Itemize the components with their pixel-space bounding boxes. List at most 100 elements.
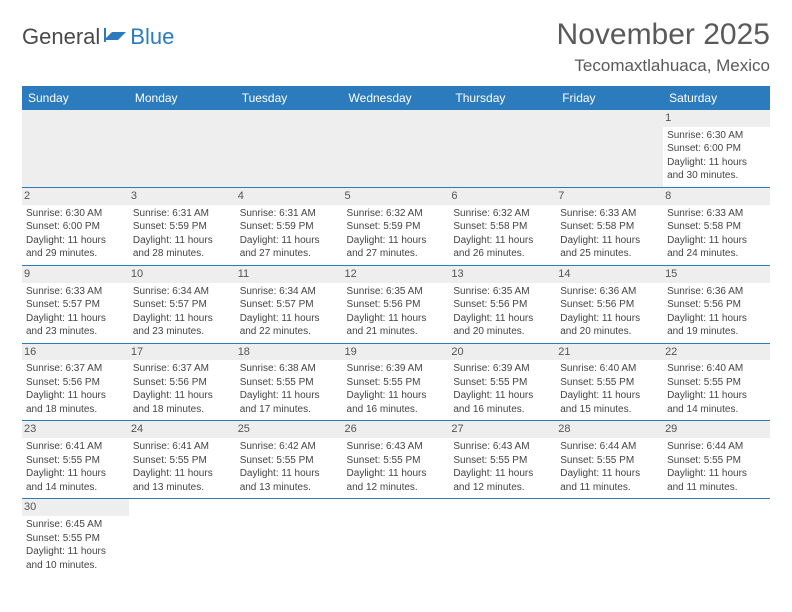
day-number: 15 (663, 266, 770, 283)
day-info-line: and 14 minutes. (26, 481, 125, 495)
day-info-line: and 18 minutes. (26, 403, 125, 417)
day-info-line: Sunrise: 6:36 AM (667, 285, 766, 299)
day-info-line: Sunrise: 6:39 AM (347, 362, 446, 376)
day-info-line: Sunset: 5:56 PM (453, 298, 552, 312)
day-number: 3 (129, 188, 236, 205)
day-number: 19 (343, 344, 450, 361)
day-number: 26 (343, 421, 450, 438)
day-info-line: Sunset: 5:58 PM (453, 220, 552, 234)
day-info-line: Daylight: 11 hours (667, 234, 766, 248)
calendar-day: 22Sunrise: 6:40 AMSunset: 5:55 PMDayligh… (663, 343, 770, 421)
day-header: Thursday (449, 86, 556, 110)
calendar-empty (449, 499, 556, 576)
day-info-line: Daylight: 11 hours (453, 234, 552, 248)
month-title: November 2025 (557, 18, 770, 52)
calendar-day: 20Sunrise: 6:39 AMSunset: 5:55 PMDayligh… (449, 343, 556, 421)
day-info-line: and 20 minutes. (453, 325, 552, 339)
day-info-line: Sunrise: 6:39 AM (453, 362, 552, 376)
calendar-empty (22, 110, 129, 187)
calendar-day: 30Sunrise: 6:45 AMSunset: 5:55 PMDayligh… (22, 499, 129, 576)
day-info-line: and 29 minutes. (26, 247, 125, 261)
calendar-day: 15Sunrise: 6:36 AMSunset: 5:56 PMDayligh… (663, 265, 770, 343)
day-info-line: Sunrise: 6:43 AM (347, 440, 446, 454)
day-info-line: Sunrise: 6:32 AM (347, 207, 446, 221)
flag-icon (104, 26, 126, 49)
day-info-line: Sunset: 5:56 PM (26, 376, 125, 390)
calendar-day: 12Sunrise: 6:35 AMSunset: 5:56 PMDayligh… (343, 265, 450, 343)
day-number: 1 (663, 110, 770, 127)
day-info-line: and 13 minutes. (133, 481, 232, 495)
day-info-line: Sunrise: 6:30 AM (26, 207, 125, 221)
day-number: 9 (22, 266, 129, 283)
calendar-day: 4Sunrise: 6:31 AMSunset: 5:59 PMDaylight… (236, 187, 343, 265)
day-info-line: Sunrise: 6:33 AM (26, 285, 125, 299)
logo-word-blue: Blue (130, 24, 174, 50)
calendar-day: 17Sunrise: 6:37 AMSunset: 5:56 PMDayligh… (129, 343, 236, 421)
day-info-line: Sunrise: 6:45 AM (26, 518, 125, 532)
day-info-line: and 25 minutes. (560, 247, 659, 261)
calendar-day: 5Sunrise: 6:32 AMSunset: 5:59 PMDaylight… (343, 187, 450, 265)
calendar-day: 16Sunrise: 6:37 AMSunset: 5:56 PMDayligh… (22, 343, 129, 421)
day-info-line: Sunrise: 6:42 AM (240, 440, 339, 454)
day-info-line: Daylight: 11 hours (133, 312, 232, 326)
day-info-line: Sunrise: 6:37 AM (133, 362, 232, 376)
day-info-line: and 15 minutes. (560, 403, 659, 417)
day-info-line: Sunset: 5:59 PM (133, 220, 232, 234)
day-info-line: Daylight: 11 hours (667, 312, 766, 326)
title-block: November 2025 Tecomaxtlahuaca, Mexico (557, 18, 770, 76)
day-info-line: and 20 minutes. (560, 325, 659, 339)
day-info-line: Daylight: 11 hours (26, 545, 125, 559)
calendar-day: 25Sunrise: 6:42 AMSunset: 5:55 PMDayligh… (236, 421, 343, 499)
day-info-line: and 10 minutes. (26, 559, 125, 573)
day-info-line: Sunrise: 6:44 AM (667, 440, 766, 454)
day-info-line: and 21 minutes. (347, 325, 446, 339)
day-info-line: Sunset: 5:57 PM (240, 298, 339, 312)
logo: General Blue (22, 24, 174, 50)
calendar-day: 29Sunrise: 6:44 AMSunset: 5:55 PMDayligh… (663, 421, 770, 499)
calendar-empty (343, 499, 450, 576)
day-info-line: Daylight: 11 hours (453, 312, 552, 326)
day-info-line: Daylight: 11 hours (560, 467, 659, 481)
day-info-line: Daylight: 11 hours (347, 467, 446, 481)
day-info-line: Daylight: 11 hours (26, 467, 125, 481)
day-info-line: Sunset: 5:55 PM (26, 454, 125, 468)
day-number: 16 (22, 344, 129, 361)
day-info-line: Sunset: 5:55 PM (347, 376, 446, 390)
calendar-week: 30Sunrise: 6:45 AMSunset: 5:55 PMDayligh… (22, 499, 770, 576)
calendar-week: 2Sunrise: 6:30 AMSunset: 6:00 PMDaylight… (22, 187, 770, 265)
day-number: 11 (236, 266, 343, 283)
day-info-line: Sunset: 5:55 PM (240, 454, 339, 468)
calendar-day: 28Sunrise: 6:44 AMSunset: 5:55 PMDayligh… (556, 421, 663, 499)
day-info-line: Sunrise: 6:38 AM (240, 362, 339, 376)
day-info-line: Daylight: 11 hours (560, 389, 659, 403)
day-number: 4 (236, 188, 343, 205)
day-header: Saturday (663, 86, 770, 110)
day-info-line: Sunset: 5:57 PM (26, 298, 125, 312)
calendar-day: 24Sunrise: 6:41 AMSunset: 5:55 PMDayligh… (129, 421, 236, 499)
day-info-line: Daylight: 11 hours (133, 467, 232, 481)
calendar-empty (129, 499, 236, 576)
day-info-line: Daylight: 11 hours (347, 312, 446, 326)
day-header: Sunday (22, 86, 129, 110)
day-info-line: and 17 minutes. (240, 403, 339, 417)
calendar-day: 2Sunrise: 6:30 AMSunset: 6:00 PMDaylight… (22, 187, 129, 265)
day-info-line: and 16 minutes. (347, 403, 446, 417)
calendar-table: SundayMondayTuesdayWednesdayThursdayFrid… (22, 86, 770, 576)
day-info-line: Sunrise: 6:44 AM (560, 440, 659, 454)
day-info-line: Daylight: 11 hours (26, 234, 125, 248)
day-info-line: Sunrise: 6:35 AM (453, 285, 552, 299)
calendar-empty (663, 499, 770, 576)
calendar-empty (236, 110, 343, 187)
calendar-empty (236, 499, 343, 576)
day-info-line: Sunrise: 6:40 AM (560, 362, 659, 376)
day-info-line: Sunrise: 6:43 AM (453, 440, 552, 454)
day-info-line: Sunset: 5:55 PM (26, 532, 125, 546)
day-number: 13 (449, 266, 556, 283)
day-info-line: Daylight: 11 hours (667, 467, 766, 481)
calendar-day: 3Sunrise: 6:31 AMSunset: 5:59 PMDaylight… (129, 187, 236, 265)
day-info-line: Sunrise: 6:33 AM (667, 207, 766, 221)
day-info-line: Sunset: 5:56 PM (560, 298, 659, 312)
calendar-day: 19Sunrise: 6:39 AMSunset: 5:55 PMDayligh… (343, 343, 450, 421)
day-number: 14 (556, 266, 663, 283)
day-info-line: Daylight: 11 hours (133, 389, 232, 403)
